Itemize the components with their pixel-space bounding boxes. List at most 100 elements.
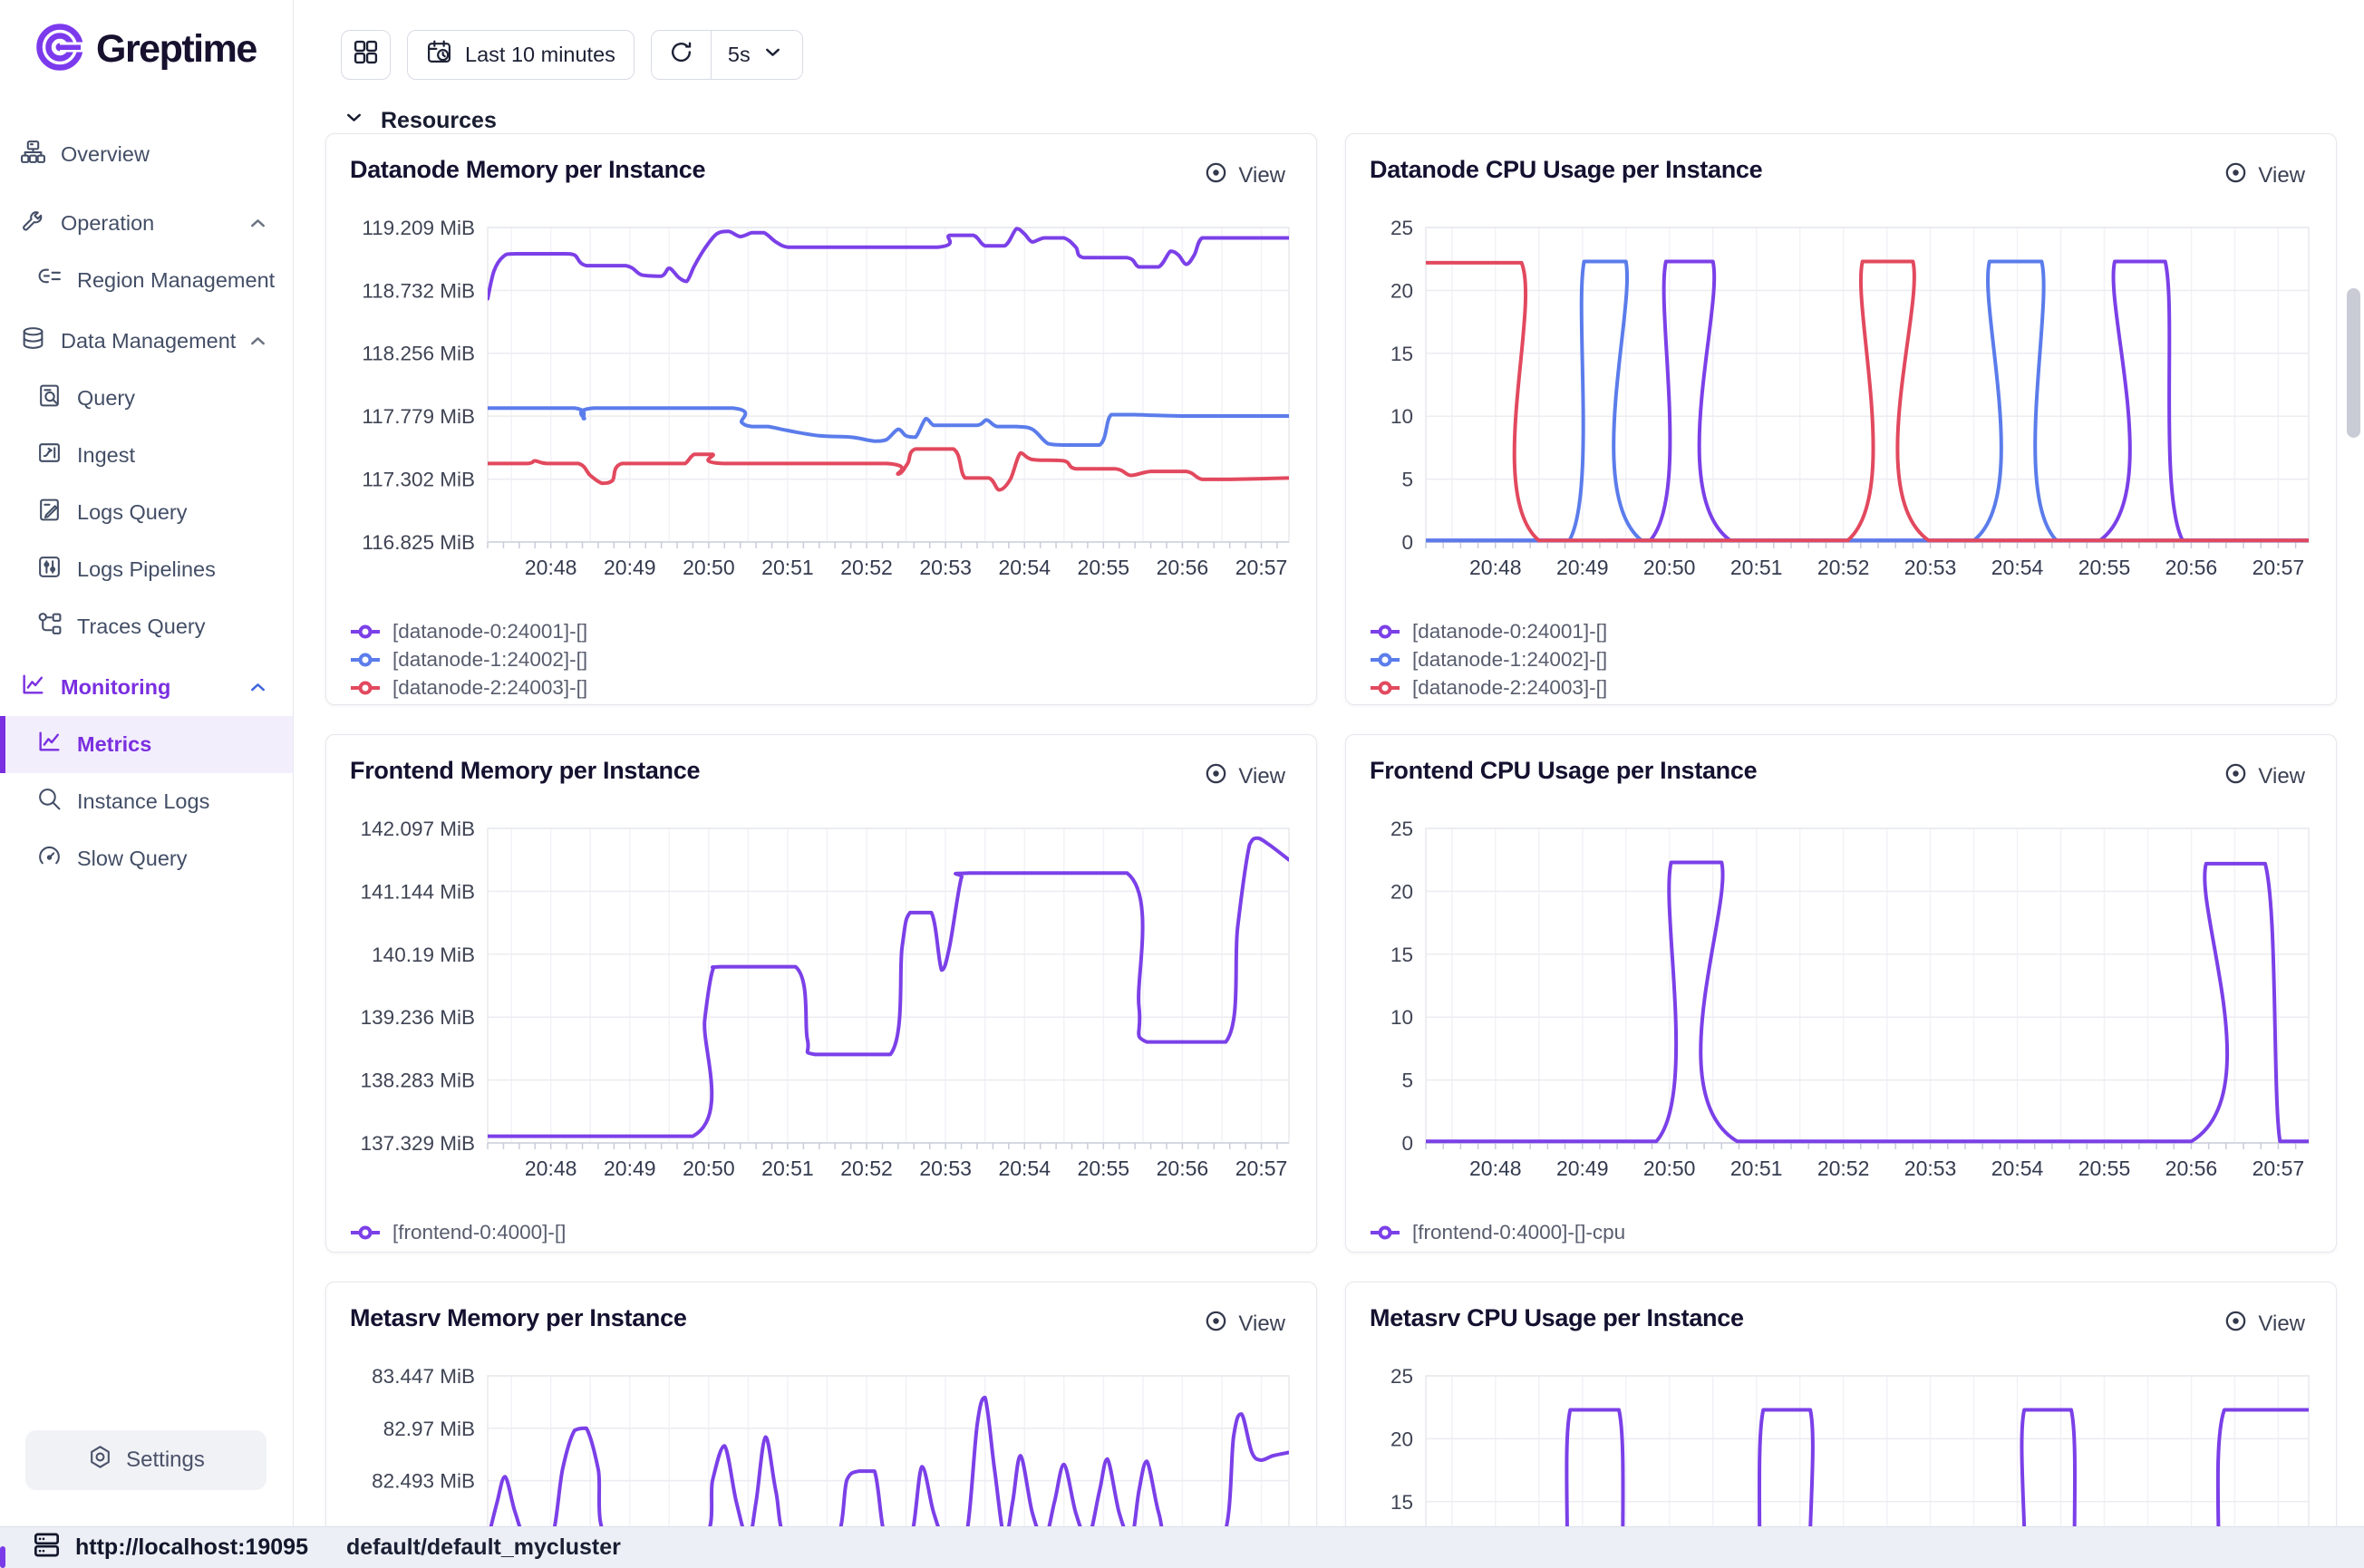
y-axis-label: 20 xyxy=(1390,1428,1413,1450)
chevron-down-icon xyxy=(341,104,367,137)
view-button[interactable]: View xyxy=(2218,760,2311,793)
y-axis-label: 0 xyxy=(1401,531,1413,554)
legend-item[interactable]: [datanode-1:24002]-[] xyxy=(1370,645,2312,673)
chart-canvas[interactable]: 25 20 15 10 5 0 20:48 20:49 20:50 20:51 20:52 20:53… xyxy=(1370,818,2314,1182)
series-line-0 xyxy=(489,1395,1289,1526)
sidebar-item-label: Operation xyxy=(61,211,155,235)
x-axis-label: 20:50 xyxy=(683,556,735,579)
view-button[interactable]: View xyxy=(1198,760,1291,793)
x-axis-label: 20:51 xyxy=(1730,1157,1783,1180)
layout-grid-button[interactable] xyxy=(341,30,391,80)
plot-border xyxy=(1425,227,2310,543)
chart-canvas[interactable]: 25 20 15 10 5 0 20:48 20:49 20:50 20:51 20:52 20:53… xyxy=(1370,217,2314,581)
view-eye-icon xyxy=(1204,160,1228,191)
chart-canvas[interactable]: 83.447 MiB 82.97 MiB 82.493 MiB xyxy=(350,1365,1294,1526)
y-axis-label: 118.256 MiB xyxy=(362,343,475,365)
page-scrollbar-thumb[interactable] xyxy=(2347,288,2360,438)
sliders-icon xyxy=(36,554,63,586)
view-button[interactable]: View xyxy=(2218,1308,2311,1341)
x-axis-label: 20:56 xyxy=(2165,556,2218,579)
x-axis-label: 20:49 xyxy=(1556,1157,1609,1180)
y-axis-label: 5 xyxy=(1401,1070,1413,1092)
sidebar-item-instance-logs[interactable]: Instance Logs xyxy=(0,773,293,830)
line-chart-icon xyxy=(36,729,63,760)
y-axis-label: 137.329 MiB xyxy=(361,1132,475,1155)
sidebar-item-logs-pipelines[interactable]: Logs Pipelines xyxy=(0,541,293,598)
greptime-spiral-icon xyxy=(34,22,85,77)
main-content: Last 10 minutes 5s Resources Datanode Me… xyxy=(296,0,2364,1526)
legend-label: [datanode-1:24002]-[] xyxy=(392,647,588,671)
chart-legend: [datanode-0:24001]-[] [datanode-1:24002]-… xyxy=(1370,617,2312,702)
plot-border xyxy=(1425,1375,2310,1526)
sidebar-item-metrics[interactable]: Metrics xyxy=(0,716,293,773)
y-axis-label: 5 xyxy=(1401,469,1413,491)
chart-canvas[interactable]: 25 20 15 xyxy=(1370,1365,2314,1526)
sidebar-item-traces-query[interactable]: Traces Query xyxy=(0,598,293,655)
sidebar-item-slow-query[interactable]: Slow Query xyxy=(0,830,293,887)
view-eye-icon xyxy=(2224,1309,2248,1340)
view-eye-icon xyxy=(2224,160,2248,191)
legend-item[interactable]: [frontend-0:4000]-[]-cpu xyxy=(1370,1218,2312,1246)
sidebar-item-label: Monitoring xyxy=(61,675,171,699)
view-button[interactable]: View xyxy=(1198,160,1291,192)
legend-label: [datanode-0:24001]-[] xyxy=(1412,619,1608,643)
series-line-0 xyxy=(1565,1408,2309,1526)
refresh-button[interactable] xyxy=(651,31,711,79)
chart-canvas[interactable]: 119.209 MiB 118.732 MiB 118.256 MiB 117.779… xyxy=(350,217,1294,581)
y-axis-label: 15 xyxy=(1390,343,1413,365)
x-axis-label: 20:53 xyxy=(919,1157,972,1180)
sidebar-item-label: Metrics xyxy=(77,732,152,756)
y-axis-label: 140.19 MiB xyxy=(372,944,475,966)
sidebar-item-region-management[interactable]: Region Management xyxy=(0,252,293,309)
legend-item[interactable]: [datanode-0:24001]-[] xyxy=(350,617,1293,645)
sidebar-item-monitoring[interactable]: Monitoring xyxy=(0,659,293,716)
legend-label: [frontend-0:4000]-[]-cpu xyxy=(1412,1220,1626,1244)
view-button[interactable]: View xyxy=(2218,160,2311,192)
x-axis-label: 20:52 xyxy=(1817,1157,1870,1180)
sidebar-item-logs-query[interactable]: Logs Query xyxy=(0,484,293,541)
series-line-0 xyxy=(1426,860,2309,1144)
y-axis-label: 25 xyxy=(1390,818,1413,840)
sidebar-item-query[interactable]: Query xyxy=(0,370,293,427)
legend-item[interactable]: [datanode-0:24001]-[] xyxy=(1370,617,2312,645)
legend-item[interactable]: [datanode-1:24002]-[] xyxy=(350,645,1293,673)
sidebar-item-data-management[interactable]: Data Management xyxy=(0,313,293,370)
sidebar-item-overview[interactable]: Overview xyxy=(0,126,293,183)
series-line-1 xyxy=(488,406,1289,447)
chart-card-5: Metasrv CPU Usage per Instance View 25 20 15 xyxy=(1345,1282,2337,1526)
view-eye-icon xyxy=(1204,761,1228,792)
refresh-interval-value: 5s xyxy=(727,43,751,66)
gear-icon xyxy=(87,1444,113,1476)
refresh-interval-select[interactable]: 5s xyxy=(710,31,802,79)
legend-marker-icon xyxy=(351,1225,380,1239)
legend-item[interactable]: [datanode-2:24003]-[] xyxy=(350,673,1293,702)
legend-item[interactable]: [datanode-2:24003]-[] xyxy=(1370,673,2312,702)
chevron-up-icon xyxy=(245,210,271,237)
view-eye-icon xyxy=(1204,1309,1228,1340)
chart-title: Frontend CPU Usage per Instance xyxy=(1370,757,1758,784)
sidebar-item-label: Instance Logs xyxy=(77,789,210,813)
sidebar-item-label: Logs Pipelines xyxy=(77,557,216,581)
view-label: View xyxy=(2258,764,2305,789)
series-line-2 xyxy=(488,447,1289,492)
chart-legend: [frontend-0:4000]-[]-cpu xyxy=(1370,1218,2312,1246)
view-button[interactable]: View xyxy=(1198,1308,1291,1341)
sidebar-item-ingest[interactable]: Ingest xyxy=(0,427,293,484)
y-axis-label: 138.283 MiB xyxy=(361,1070,475,1092)
brand-logo[interactable]: Greptime xyxy=(0,0,293,77)
sidebar-scrollbar-thumb[interactable] xyxy=(0,1546,5,1568)
endpoint-status: http://localhost:19095 xyxy=(33,1531,308,1565)
doc-edit-icon xyxy=(36,497,63,528)
time-range-button[interactable]: Last 10 minutes xyxy=(407,30,635,80)
sidebar-item-operation[interactable]: Operation xyxy=(0,195,293,252)
y-axis-label: 139.236 MiB xyxy=(361,1006,475,1029)
doc-search-icon xyxy=(36,382,63,414)
resources-section-toggle[interactable]: Resources xyxy=(341,104,497,137)
sitemap-icon xyxy=(20,139,46,170)
legend-item[interactable]: [frontend-0:4000]-[] xyxy=(350,1218,1293,1246)
x-axis-label: 20:54 xyxy=(998,1157,1051,1180)
settings-button[interactable]: Settings xyxy=(25,1430,266,1490)
x-axis-label: 20:54 xyxy=(1991,1157,2044,1180)
chart-canvas[interactable]: 142.097 MiB 141.144 MiB 140.19 MiB 139.236 … xyxy=(350,818,1294,1182)
x-axis-label: 20:57 xyxy=(1235,1157,1288,1180)
